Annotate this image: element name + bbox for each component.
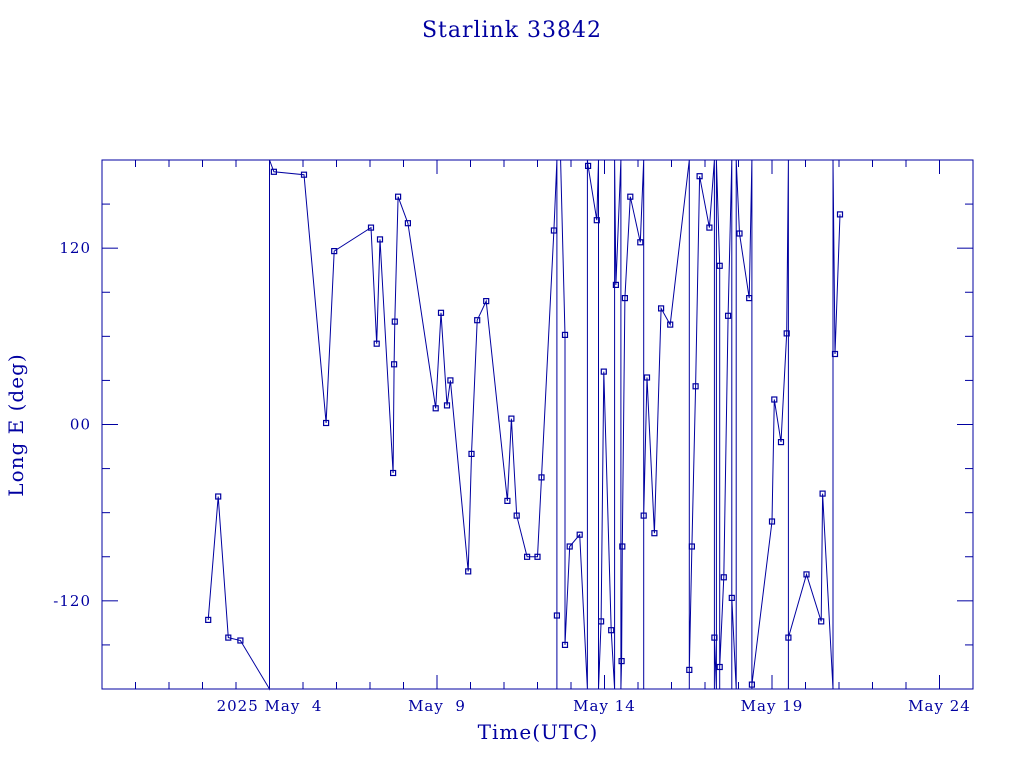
data-point: [373, 340, 380, 347]
y-tick-label: 00: [70, 416, 91, 434]
data-point: [706, 224, 713, 231]
y-axis-title: Long E (deg): [4, 353, 28, 496]
data-point: [783, 330, 790, 337]
series-layer: [205, 159, 844, 691]
data-point: [300, 171, 308, 178]
x-tick-label: May 14: [573, 697, 636, 715]
data-point: [785, 634, 792, 641]
data-point: [777, 439, 785, 446]
data-point: [576, 531, 583, 538]
data-point: [819, 490, 826, 497]
data-point: [513, 512, 520, 519]
data-point: [465, 568, 472, 575]
data-point: [566, 543, 573, 550]
data-point: [391, 318, 398, 325]
data-point: [553, 612, 561, 619]
data-point: [600, 368, 607, 375]
x-tick-label: May 24: [908, 697, 971, 715]
data-point: [474, 317, 481, 324]
data-point: [504, 497, 511, 504]
data-point: [550, 227, 558, 234]
data-point: [746, 295, 753, 302]
data-point: [657, 305, 665, 312]
data-point: [618, 657, 625, 665]
data-point: [724, 312, 732, 319]
data-point: [432, 405, 439, 412]
data-point: [215, 493, 222, 500]
data-point: [447, 377, 454, 384]
data-point: [803, 571, 810, 578]
data-point: [597, 618, 605, 625]
data-point: [748, 681, 756, 688]
axis-ticks: [102, 160, 973, 689]
data-point: [404, 220, 411, 227]
data-point: [483, 298, 490, 305]
data-point: [561, 641, 569, 649]
data-point: [836, 211, 844, 218]
y-tick-label: 120: [59, 239, 91, 257]
data-point: [612, 281, 620, 288]
data-point: [443, 402, 451, 409]
data-point: [391, 361, 398, 368]
data-point: [716, 262, 723, 269]
x-tick-label: May 19: [741, 697, 804, 715]
y-tick-label: -120: [53, 592, 91, 610]
data-point: [696, 173, 703, 180]
data-point: [818, 618, 825, 625]
data-point: [225, 634, 232, 641]
data-point: [437, 309, 445, 316]
data-point: [323, 419, 330, 427]
data-point: [640, 512, 647, 519]
data-point: [716, 663, 723, 671]
data-point: [534, 553, 541, 560]
data-point: [692, 383, 699, 390]
data-point: [728, 594, 735, 602]
data-point: [627, 193, 634, 200]
data-point: [331, 248, 338, 255]
plot-frame: [101, 159, 974, 690]
series-line: [207, 159, 841, 691]
data-point: [367, 224, 375, 231]
data-point: [390, 469, 397, 477]
data-point: [688, 543, 696, 550]
data-point: [686, 666, 693, 674]
data-point: [395, 193, 402, 200]
data-point: [771, 396, 778, 403]
data-point: [621, 295, 629, 302]
data-point: [720, 574, 727, 581]
data-point: [643, 374, 651, 381]
data-point: [608, 627, 615, 634]
x-tick-label: 2025 May 4: [217, 697, 323, 715]
data-point: [736, 230, 743, 237]
data-point: [523, 553, 531, 560]
data-point: [667, 321, 674, 328]
data-point: [561, 331, 569, 338]
data-point: [237, 637, 244, 644]
chart-title: Starlink 33842: [422, 18, 602, 43]
data-point: [584, 162, 592, 169]
data-point: [205, 616, 212, 624]
data-point: [376, 236, 384, 243]
x-axis-title: Time(UTC): [478, 720, 599, 744]
data-point: [538, 474, 545, 481]
data-point: [768, 518, 776, 525]
data-point: [270, 168, 277, 175]
data-point: [831, 350, 839, 358]
data-point: [593, 217, 600, 224]
data-point: [508, 415, 515, 422]
data-point: [651, 530, 658, 537]
data-point: [468, 450, 475, 457]
x-tick-label: May 9: [408, 697, 466, 715]
data-point: [711, 634, 718, 641]
data-point: [619, 543, 626, 550]
axis-tick-labels: 2025 May 4 May 9 May 14 May 19 May 24 120 00 -1…: [53, 239, 971, 715]
data-point: [637, 239, 644, 246]
